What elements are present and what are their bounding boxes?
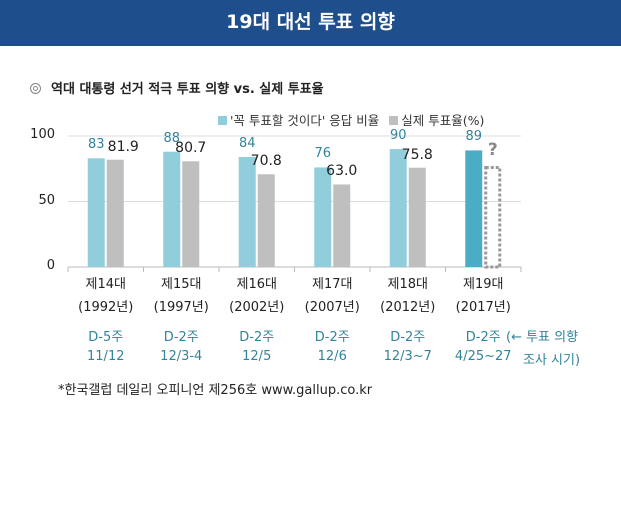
- page-header: 19대 대선 투표 의향: [0, 0, 621, 46]
- chart-subtitle: 역대 대통령 선거 적극 투표 의향 vs. 실제 투표율: [30, 78, 324, 97]
- data-label-intent: 76: [314, 146, 332, 162]
- x-category-year: (2012년): [380, 300, 436, 315]
- y-tick-label: 0: [46, 258, 55, 273]
- bar-turnout: [333, 184, 351, 267]
- survey-week: D-2주: [239, 330, 275, 345]
- x-category-label: 제16대: [236, 277, 277, 292]
- bar-turnout: [182, 161, 200, 267]
- survey-date: 12/3~7: [383, 349, 432, 364]
- subtitle-text: 역대 대통령 선거 적극 투표 의향 vs. 실제 투표율: [51, 82, 324, 97]
- data-label-intent: 88: [163, 130, 181, 146]
- survey-week: D-2주: [163, 330, 199, 345]
- legend-swatch-intent: [218, 116, 227, 125]
- x-category-label: 제14대: [85, 277, 126, 292]
- data-label-intent: 84: [238, 135, 256, 151]
- x-category-label: 제17대: [312, 277, 353, 292]
- bar-intent: [87, 158, 105, 267]
- data-label-turnout: 70.8: [250, 153, 282, 170]
- bar-intent: [314, 167, 332, 267]
- survey-date: 4/25~27: [454, 349, 512, 364]
- data-label-intent: 89: [465, 129, 483, 145]
- data-label-intent: 90: [389, 128, 407, 144]
- legend-turnout: 실제 투표율(%): [401, 113, 485, 128]
- x-category-year: (1992년): [78, 300, 134, 315]
- x-category-year: (2002년): [229, 300, 285, 315]
- x-category-year: (1997년): [153, 300, 209, 315]
- source-note: *한국갤럽 데일리 오피니언 제256호 www.gallup.co.kr: [58, 383, 373, 398]
- legend: '꼭 투표할 것이다' 응답 비율 실제 투표율(%): [218, 110, 484, 129]
- bar-intent: [238, 156, 256, 267]
- bar-turnout: [408, 167, 426, 267]
- data-label-turnout: 80.7: [175, 140, 207, 157]
- bar-intent: [163, 151, 181, 267]
- x-category-label: 제15대: [161, 277, 202, 292]
- survey-week: D-2주: [390, 330, 426, 345]
- survey-date: 12/5: [242, 349, 272, 364]
- survey-note-line2: 조사 시기): [523, 353, 581, 368]
- x-category-label: 제19대: [463, 277, 504, 292]
- survey-note-line1: (← 투표 의향: [506, 330, 579, 345]
- survey-week: D-2주: [314, 330, 350, 345]
- data-label-turnout: 75.8: [401, 146, 433, 163]
- legend-swatch-turnout: [389, 116, 399, 125]
- survey-date: 11/12: [87, 349, 125, 364]
- bar-turnout-unknown: [484, 165, 502, 269]
- survey-week: D-2주: [465, 330, 501, 345]
- data-label-intent: 83: [87, 137, 105, 153]
- bar-turnout: [257, 174, 275, 267]
- survey-date: 12/6: [317, 349, 347, 364]
- y-tick-label: 100: [30, 127, 55, 142]
- data-label-turnout: 81.9: [107, 138, 139, 155]
- survey-week: D-5주: [88, 330, 124, 345]
- circle-bullet-icon: [30, 83, 41, 94]
- bar-intent: [389, 149, 407, 267]
- x-category-year: (2007년): [304, 300, 360, 315]
- bar-turnout: [106, 159, 124, 267]
- bar-intent: [465, 150, 483, 267]
- x-category-year: (2017년): [455, 300, 511, 315]
- data-label-turnout: ?: [487, 140, 498, 161]
- x-category-label: 제18대: [387, 277, 428, 292]
- survey-date: 12/3-4: [160, 349, 203, 364]
- data-label-turnout: 63.0: [326, 163, 358, 180]
- legend-intent: '꼭 투표할 것이다' 응답 비율: [230, 113, 380, 128]
- y-tick-label: 50: [38, 192, 55, 208]
